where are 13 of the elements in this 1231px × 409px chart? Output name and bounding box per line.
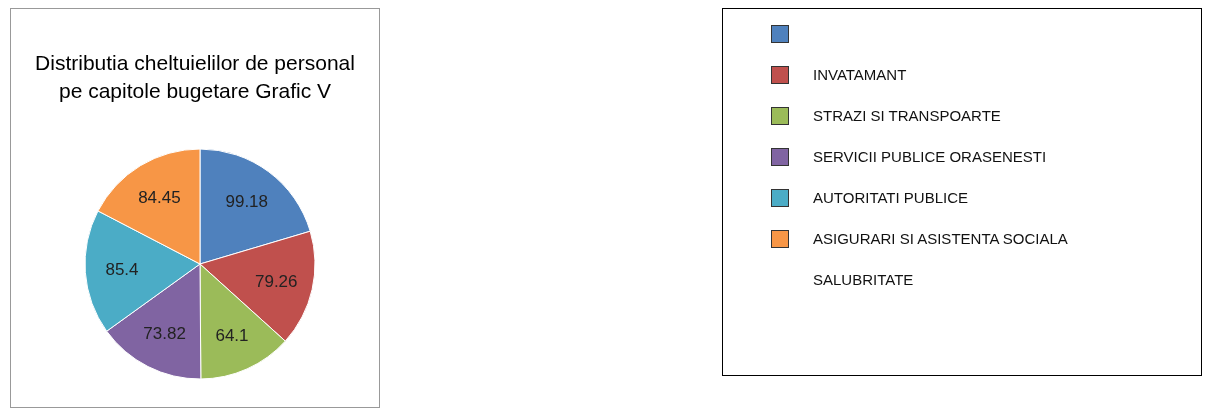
legend-label: INVATAMANT <box>813 66 907 83</box>
legend-label: AUTORITATI PUBLICE <box>813 189 969 206</box>
text: SALUBRITATE <box>812 270 915 290</box>
data-label: 64.1 <box>215 325 249 345</box>
legend-label: SERVICII PUBLICE ORASENESTI <box>813 148 1047 165</box>
data-label: 73.82 <box>143 324 186 344</box>
text: Distributia cheltuielilor de personal pe capitole bugetare Grafic V <box>34 50 356 104</box>
data-label: 79.26 <box>254 271 298 291</box>
legend-label: STRAZI SI TRANSPOARTE <box>813 107 1001 124</box>
data-label: 85.4 <box>105 260 139 280</box>
data-label: 99.18 <box>225 191 269 211</box>
data-label: 84.45 <box>138 187 181 207</box>
legend-label: ASIGURARI SI ASISTENTA SOCIALA <box>813 230 1068 247</box>
